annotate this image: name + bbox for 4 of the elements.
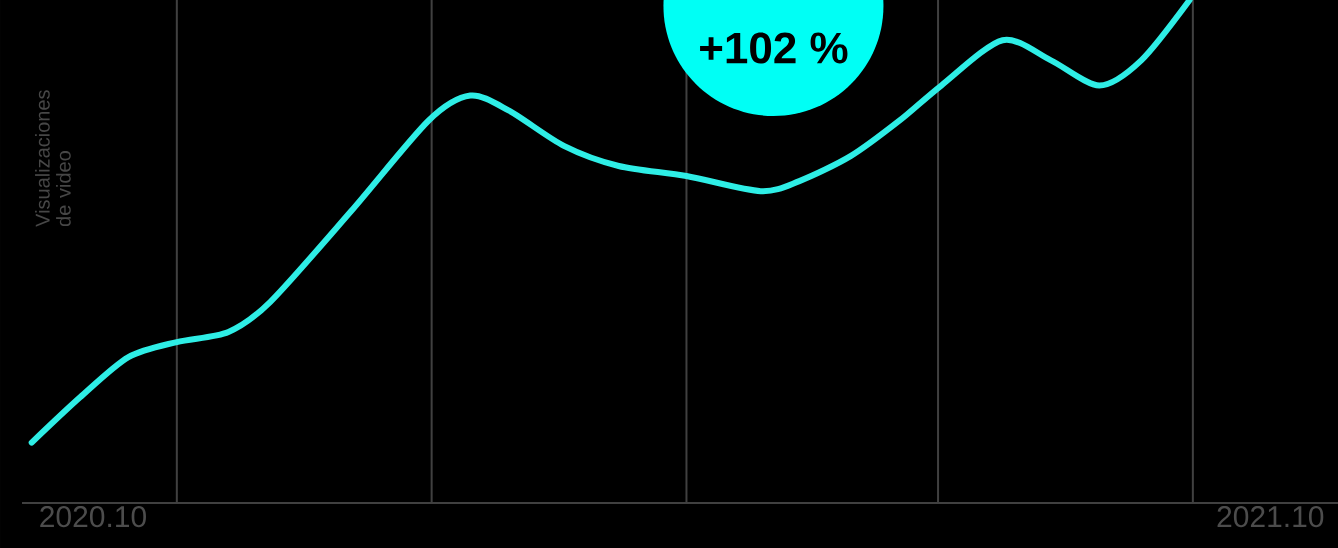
x-tick-label: 2020.10: [40, 506, 146, 528]
annotation: +102 %: [700, 32, 848, 64]
y-axis-title: Visualizaciones de video: [35, 90, 71, 227]
x-tick-label: 2021.10: [1217, 506, 1324, 528]
